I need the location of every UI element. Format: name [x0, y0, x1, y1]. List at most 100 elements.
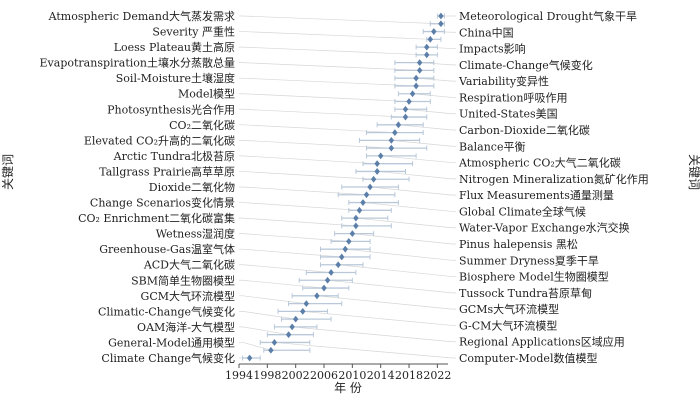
right-keyword-labels: Meteorological Drought气象干旱 China中国 Impacts…	[458, 9, 649, 365]
guide-lines	[239, 15, 456, 359]
guide-line	[316, 295, 456, 310]
left-keyword-label: Change Scenarios变化情景	[90, 196, 235, 210]
data-point	[416, 67, 423, 74]
data-point	[367, 183, 373, 191]
left-keyword-label: Tallgrass Prairie高草草原	[99, 164, 235, 178]
data-point	[374, 160, 380, 168]
range-bars	[242, 13, 445, 361]
data-point	[324, 276, 331, 284]
right-keyword-label: Variability变异性	[458, 74, 549, 88]
left-keyword-label: CO₂ Enrichment二氧化碳富集	[78, 211, 235, 225]
data-point	[356, 206, 363, 214]
left-keyword-label: Photosynthesis光合作用	[107, 102, 235, 116]
right-keyword-label: Climate-Change气候变化	[459, 58, 593, 72]
data-point	[363, 191, 370, 199]
guide-line	[239, 326, 289, 336]
x-tick-label: 2002	[282, 369, 310, 382]
guide-line	[239, 140, 392, 149]
guide-line	[239, 295, 307, 304]
data-point	[402, 105, 409, 113]
data-point	[438, 12, 444, 20]
data-point	[353, 222, 359, 230]
guide-line	[391, 140, 456, 147]
left-keyword-label: Severity 严重性	[152, 25, 235, 39]
data-point	[416, 59, 423, 67]
right-keyword-label: Water-Vapor Exchange水汽交换	[459, 221, 630, 235]
data-point	[346, 238, 352, 245]
guide-line	[239, 217, 356, 227]
y-axis-title-right: 关键词	[687, 154, 700, 190]
guide-line	[239, 279, 325, 289]
left-keyword-label: Atmospheric Demand大气蒸发需求	[48, 9, 235, 23]
data-point	[388, 144, 395, 152]
left-keyword-label: CO₂二氧化碳	[169, 118, 235, 132]
data-point	[424, 51, 430, 59]
guide-line	[370, 186, 456, 196]
guide-line	[405, 108, 456, 115]
data-point	[300, 307, 306, 315]
guide-line	[355, 217, 456, 229]
data-point	[328, 269, 334, 276]
guide-line	[239, 264, 332, 273]
left-keyword-label: Model模型	[178, 87, 235, 101]
data-point	[314, 292, 320, 300]
data-point	[438, 20, 444, 28]
right-keyword-label: Meteorological Drought气象干旱	[459, 9, 637, 23]
guide-line	[412, 93, 456, 98]
guide-line	[239, 171, 374, 180]
guide-line	[239, 342, 271, 351]
data-point	[413, 74, 419, 82]
right-keyword-label: Summer Dryness夏季干旱	[459, 254, 599, 267]
right-keyword-label: Impacts影响	[459, 43, 526, 56]
data-point	[402, 113, 409, 121]
data-point	[406, 98, 412, 105]
left-keyword-label: Wetness湿润度	[156, 227, 235, 241]
data-point	[285, 331, 292, 339]
left-keyword-labels: Atmospheric Demand大气蒸发需求 Severity 严重性Loes…	[40, 9, 235, 365]
guide-line	[239, 108, 406, 118]
right-keyword-label: Respiration呼吸作用	[459, 91, 567, 104]
left-keyword-label: Evapotranspiration土壤水分蒸散总量	[40, 56, 235, 70]
guide-line	[398, 124, 456, 131]
right-keyword-label: Balance平衡	[459, 140, 525, 153]
x-tick-label: 2010	[338, 369, 366, 382]
data-point	[268, 346, 274, 354]
guide-line	[352, 233, 456, 245]
guide-line	[239, 233, 349, 242]
x-axis-ticks: 1994 1998 2002 2006 2010 2014 2018 2022	[225, 364, 451, 382]
left-keyword-label: Soil-Moisture土壤湿度	[116, 71, 235, 85]
left-keyword-label: General-Model通用模型	[108, 335, 235, 349]
guide-line	[239, 15, 441, 25]
guide-line	[239, 311, 296, 320]
guide-line	[302, 311, 456, 326]
guide-line	[239, 93, 410, 102]
guide-line	[380, 155, 456, 163]
right-keyword-label: Flux Measurements通量测量	[459, 189, 614, 202]
right-keyword-label: United-States美国	[459, 108, 558, 121]
guide-line	[239, 155, 378, 165]
left-keyword-label: Climate Change气候变化	[101, 351, 235, 365]
right-keyword-label: Carbon-Dioxide二氧化碳	[459, 123, 590, 137]
data-points	[246, 12, 444, 362]
x-tick-label: 1998	[253, 369, 281, 382]
data-point	[413, 82, 419, 90]
y-axis-title-left: 关键词	[1, 154, 15, 190]
right-keyword-label: Global Climate全球气候	[459, 204, 586, 218]
right-keyword-label: Tussock Tundra苔原草甸	[459, 286, 592, 300]
x-tick-label: 2006	[310, 369, 338, 382]
x-tick-label: 2022	[423, 369, 451, 382]
data-point	[377, 152, 384, 160]
right-keyword-label: Biosphere Model生物圈模型	[459, 270, 609, 284]
guide-line	[338, 264, 456, 277]
data-point	[392, 129, 398, 136]
data-point	[349, 230, 356, 238]
x-tick-label: 2018	[395, 369, 423, 382]
data-point	[335, 261, 341, 269]
data-point	[374, 168, 380, 175]
right-keyword-label: Regional Applications区域应用	[459, 335, 625, 349]
data-point	[360, 199, 366, 206]
x-axis-title: 年 份	[334, 381, 362, 395]
left-keyword-label: Climatic-Change气候变化	[98, 304, 235, 318]
guide-line	[274, 342, 456, 359]
